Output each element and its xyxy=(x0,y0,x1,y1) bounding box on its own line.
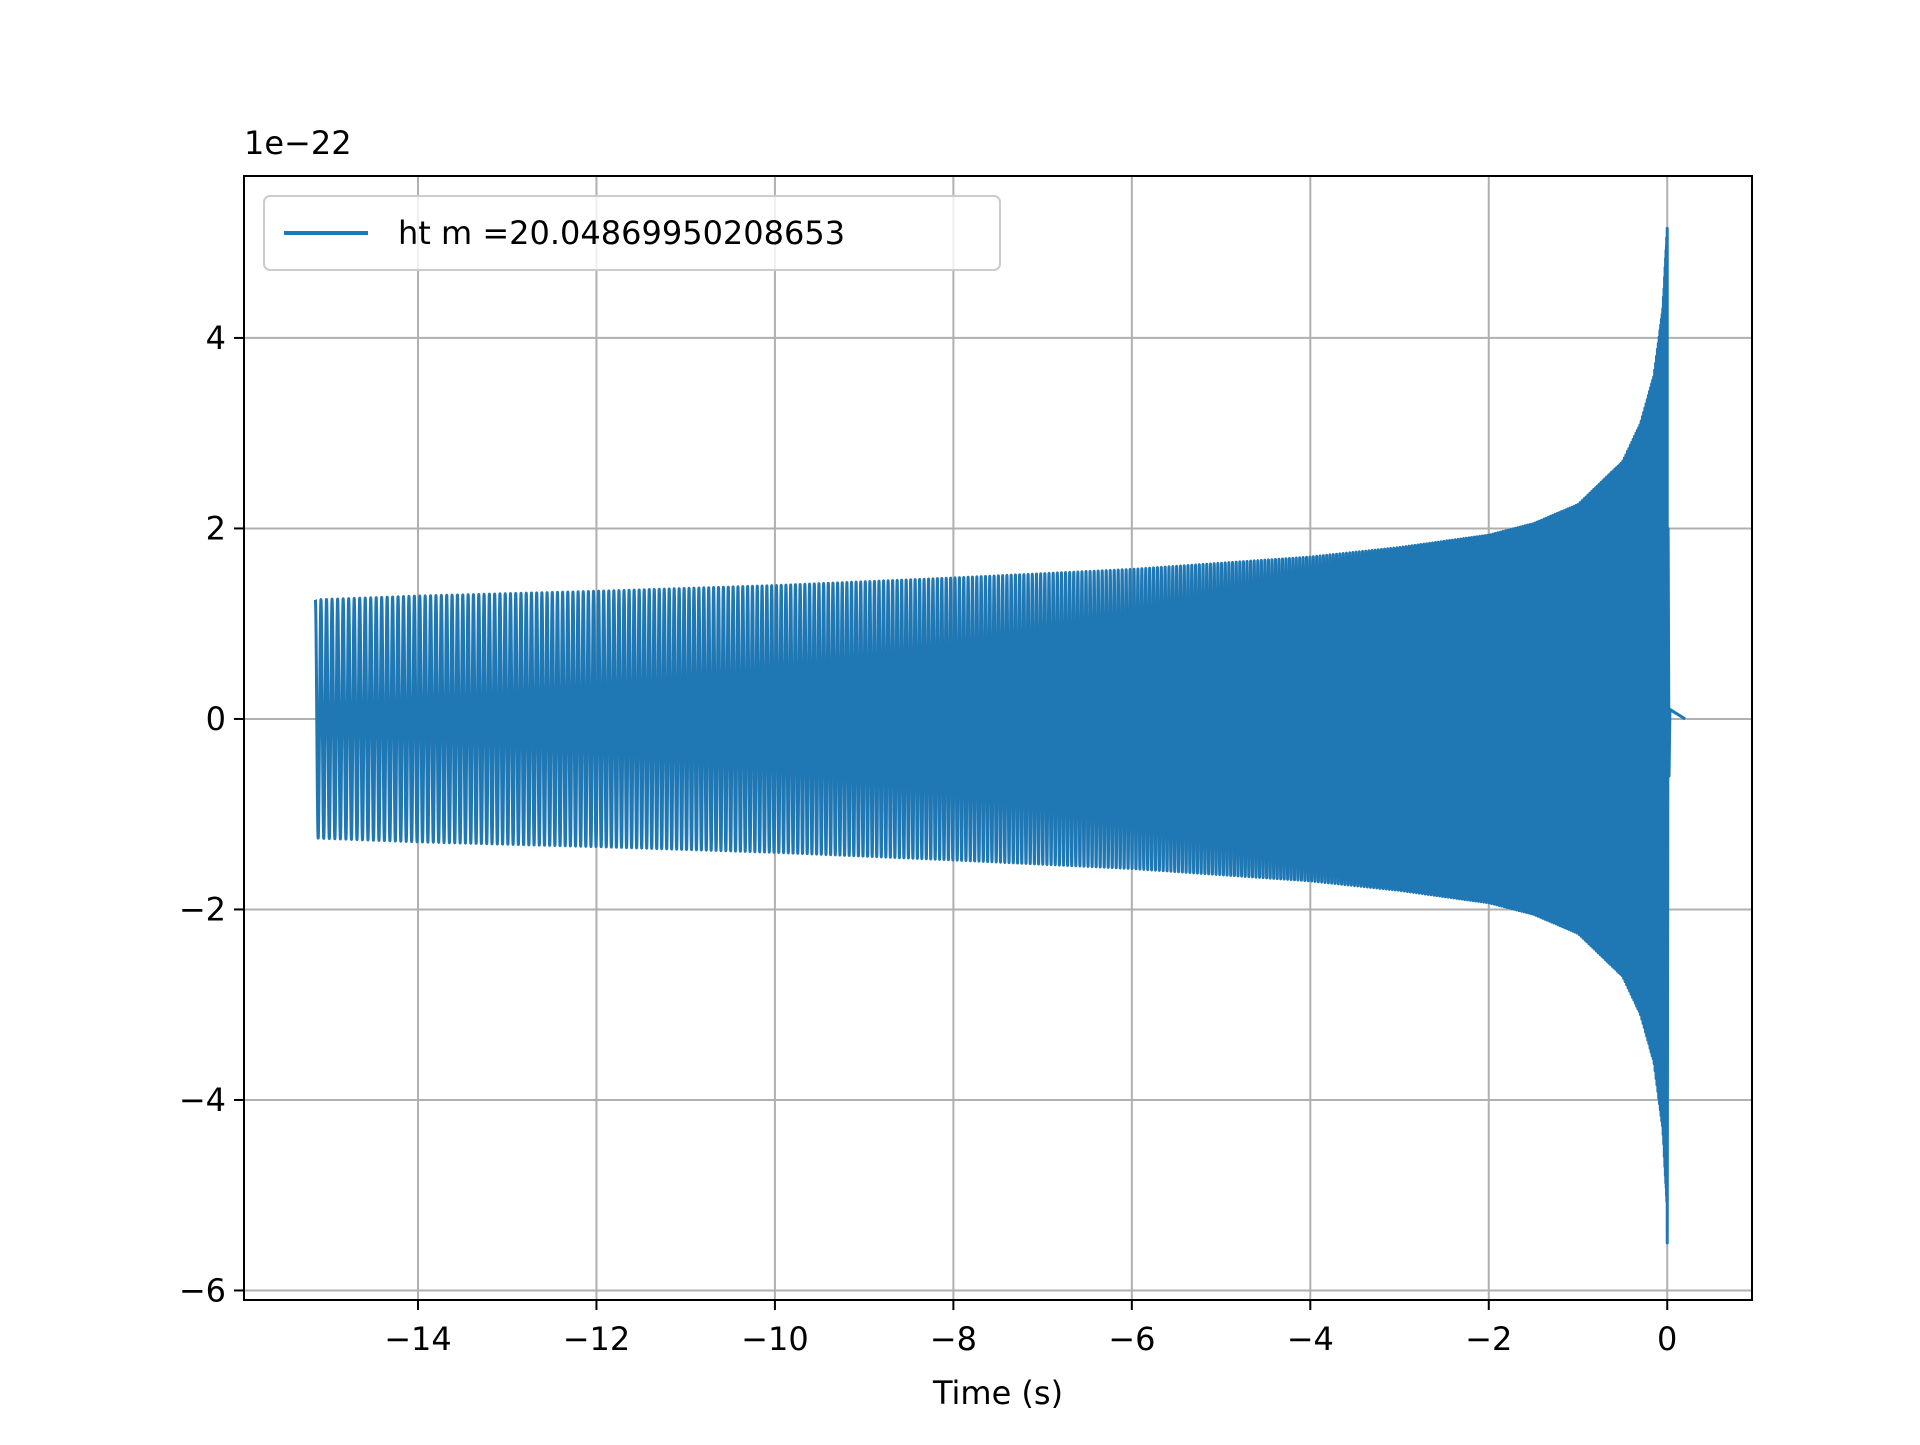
y-tick-label: −4 xyxy=(179,1081,226,1119)
x-axis: −14 −12 −10 −8 −6 −4 −2 0 xyxy=(384,1300,1677,1358)
x-tick-label: −8 xyxy=(930,1320,977,1358)
x-tick-label: −6 xyxy=(1108,1320,1155,1358)
x-tick-label: −14 xyxy=(384,1320,452,1358)
y-tick-label: 0 xyxy=(206,700,226,738)
x-axis-label: Time (s) xyxy=(932,1374,1063,1412)
legend-label: ht m =20.04869950208653 xyxy=(398,214,845,252)
y-tick-label: 4 xyxy=(206,319,226,357)
series-line xyxy=(313,226,1686,1245)
axes-frame xyxy=(243,175,1753,1301)
legend: ht m =20.04869950208653 xyxy=(263,195,1001,271)
x-tick-label: −2 xyxy=(1465,1320,1512,1358)
x-tick-label: 0 xyxy=(1657,1320,1677,1358)
x-tick-label: −10 xyxy=(741,1320,809,1358)
legend-box xyxy=(263,195,1001,271)
y-tick-label: 2 xyxy=(206,509,226,547)
y-tick-label: −2 xyxy=(179,890,226,928)
y-axis: −6 −4 −2 0 2 4 xyxy=(179,319,244,1309)
plot-area xyxy=(313,226,1686,1245)
x-tick-label: −4 xyxy=(1287,1320,1334,1358)
y-tick-label: −6 xyxy=(179,1271,226,1309)
y-scale-offset-label: 1e−22 xyxy=(244,124,352,162)
x-tick-label: −12 xyxy=(563,1320,631,1358)
